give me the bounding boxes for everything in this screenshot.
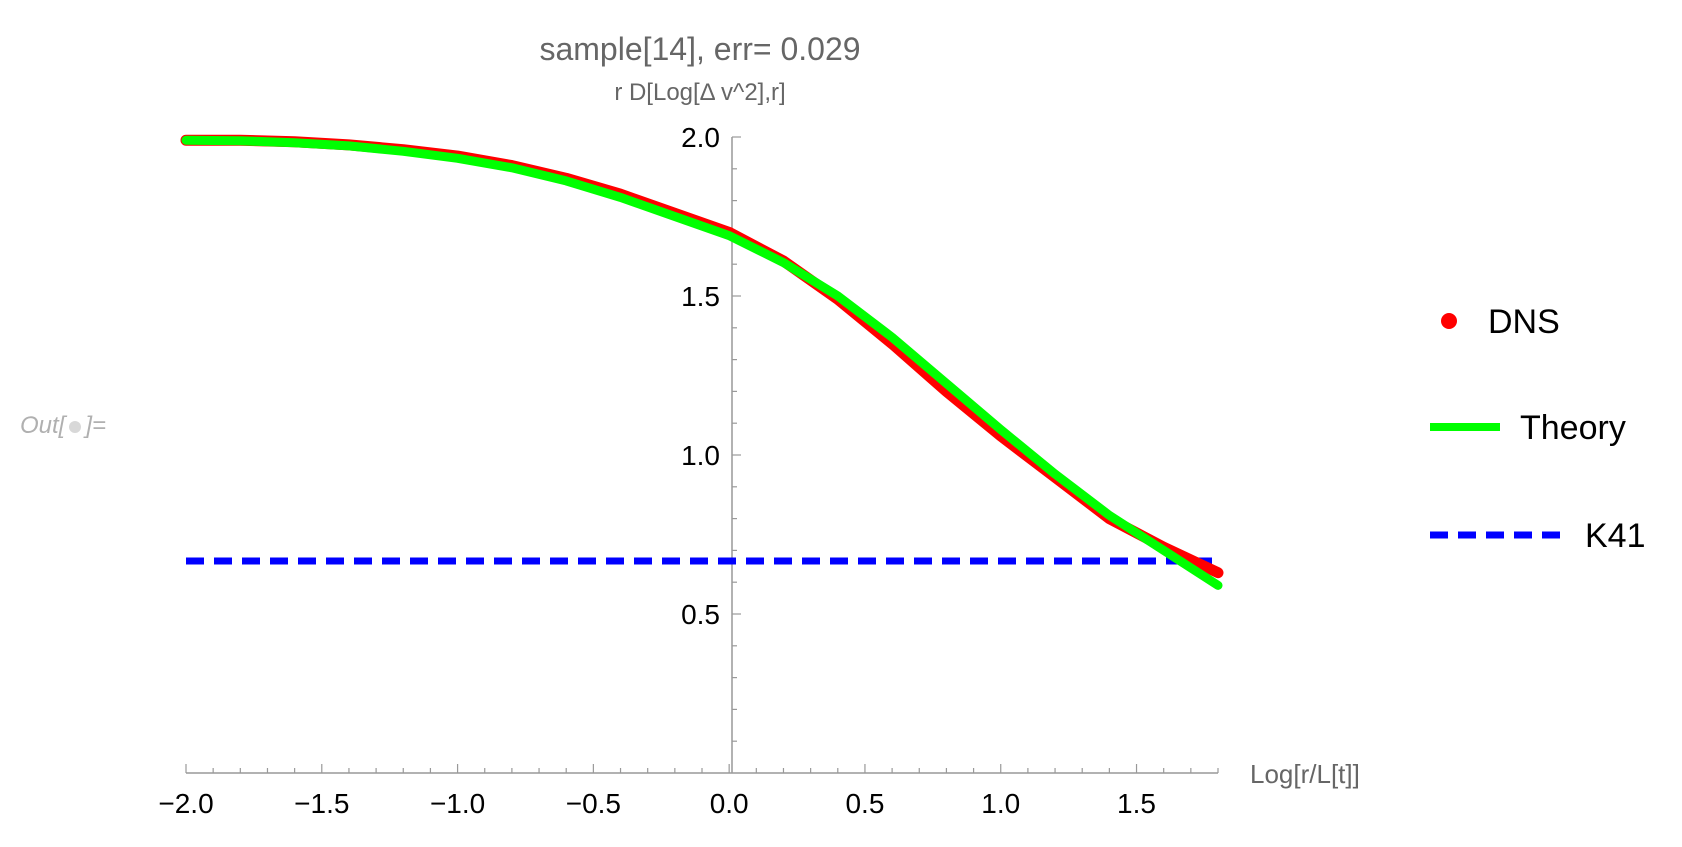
x-tick-label: 0.0 (710, 788, 749, 819)
chart-title: sample[14], err= 0.029 (539, 31, 860, 67)
y-tick-label: 1.5 (681, 281, 720, 312)
x-tick-label: 1.5 (1117, 788, 1156, 819)
x-axis-label: Log[r/L[t]] (1250, 759, 1360, 789)
axes: −2.0 −1.5 −1.0 −0.5 0.0 0.5 1.0 1.5 0.5 1.0 1.5 2.0 (158, 122, 1219, 819)
x-tick-label: −1.5 (294, 788, 349, 819)
y-tick-label: 2.0 (681, 122, 720, 153)
output-cell-label: Out[ ]= (20, 412, 106, 440)
x-tick-label: −0.5 (566, 788, 621, 819)
legend-k41-label: K41 (1585, 517, 1646, 555)
output-cell-prefix: Out[ (20, 412, 66, 439)
cell-status-dot-icon (69, 420, 82, 433)
y-tick-label: 0.5 (681, 599, 720, 630)
y-tick-label: 1.0 (681, 440, 720, 471)
x-tick-label: −1.0 (430, 788, 485, 819)
legend-dns-label: DNS (1488, 303, 1560, 341)
legend-theory-label: Theory (1520, 409, 1626, 447)
series-theory-line (181, 135, 1223, 590)
x-tick-label: 1.0 (981, 788, 1020, 819)
series-dns-point (1213, 567, 1223, 578)
x-tick-label: 0.5 (845, 788, 884, 819)
series-dns-trace (180, 134, 1224, 579)
series-layer (180, 134, 1224, 590)
y-axis-label: r D[Log[Δ v^2],r] (614, 79, 785, 106)
output-cell-suffix: ]= (85, 412, 107, 439)
legend-dns-marker (1441, 313, 1457, 329)
x-tick-label: −2.0 (158, 788, 213, 819)
legend: DNS Theory K41 (1430, 303, 1646, 555)
